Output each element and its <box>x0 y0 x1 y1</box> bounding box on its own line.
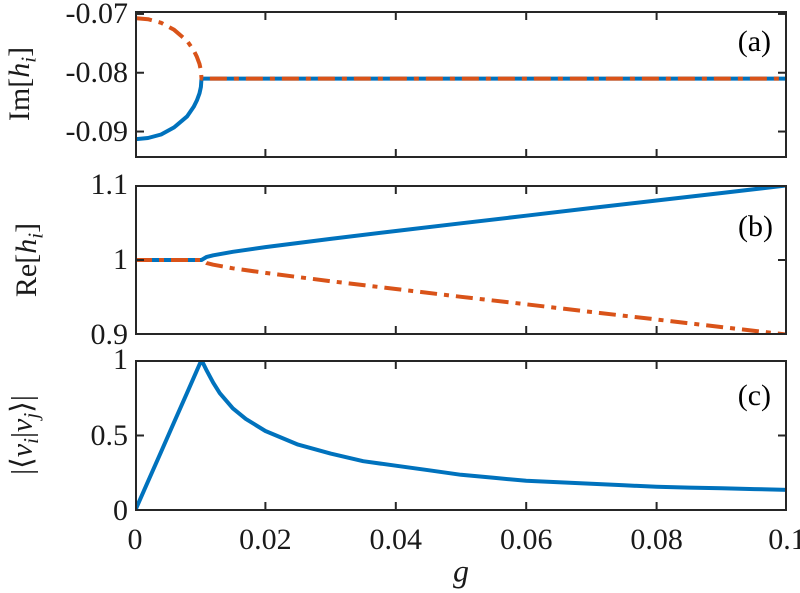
panel-c-ytick-label: 1 <box>113 343 128 376</box>
panel-a-ytick-label: -0.08 <box>65 55 129 89</box>
xtick-label: 0.02 <box>239 523 292 556</box>
axes-box <box>135 185 787 335</box>
panel-a-plot <box>135 11 787 158</box>
xtick-label: 0 <box>127 523 143 556</box>
panel-b-letter: (b) <box>738 210 773 243</box>
axes-box <box>135 360 787 511</box>
series-re-h-blue-solid <box>135 185 787 262</box>
axes-box <box>135 11 787 158</box>
panel-b-ytick-label: 1.1 <box>90 168 129 201</box>
xtick-label: 0.08 <box>630 523 683 556</box>
panel-a-ytick-label: -0.07 <box>65 0 129 30</box>
series-im-h-blue-solid <box>135 76 787 142</box>
panel-c-ytick-label: 0.5 <box>90 418 129 452</box>
panel-a: (a) <box>135 11 787 158</box>
xtick-label: 0.04 <box>369 523 423 556</box>
series-re-h-orange-dashdot <box>135 258 787 335</box>
panel-b-ytick-label: 0.9 <box>90 318 129 351</box>
panel-b-plot <box>135 185 787 335</box>
panel-b: (b) <box>135 185 787 335</box>
xtick-label: 0.1 <box>768 523 800 556</box>
series-overlap-blue-solid <box>135 360 787 511</box>
panel-a-ytick-label: -0.09 <box>65 114 129 148</box>
panel-c-plot <box>135 360 787 511</box>
panel-c-ytick-label: 0 <box>113 494 128 527</box>
panel-a-letter: (a) <box>737 25 771 58</box>
x-axis-label: g <box>453 552 469 589</box>
series-im-h-orange-dashdot <box>135 16 787 81</box>
panel-c-letter: (c) <box>737 379 771 412</box>
panel-c: (c) <box>135 360 787 511</box>
xtick-label: 0.06 <box>499 523 553 556</box>
panel-b-ytick-label: 1 <box>113 243 128 276</box>
